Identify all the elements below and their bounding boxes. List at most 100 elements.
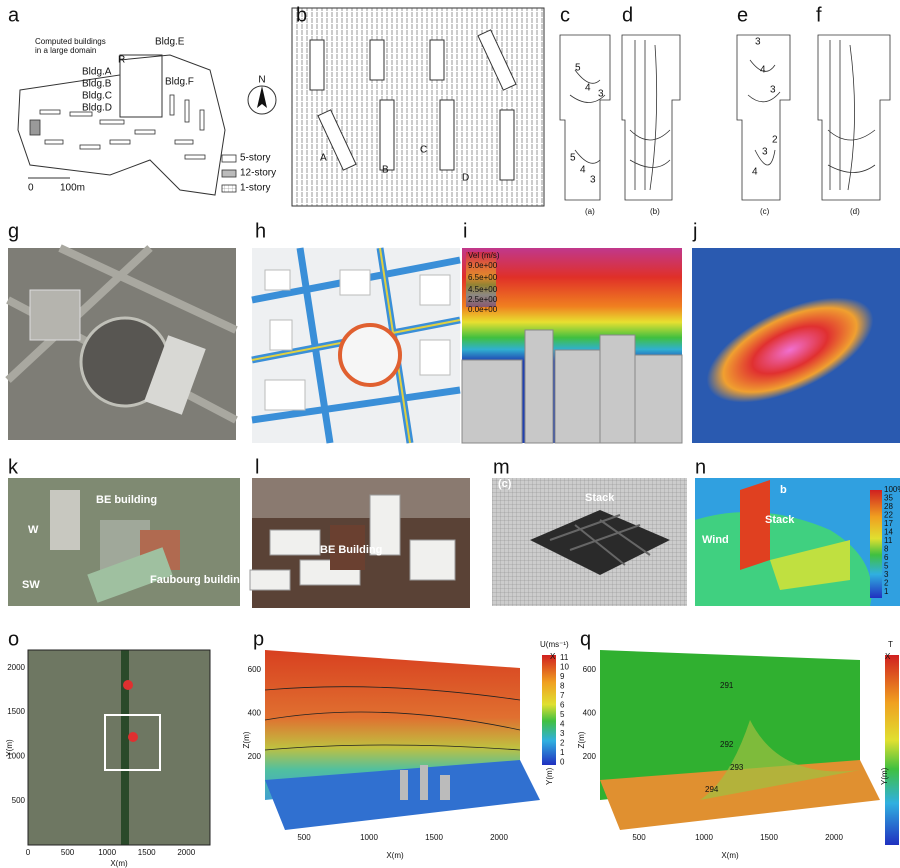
isotherm-label: 294 (705, 785, 719, 794)
panel-text: (c) (498, 478, 512, 490)
panel-letter: k (8, 456, 19, 478)
axis-icon: X (550, 652, 556, 661)
colorbar-label: 2 (884, 579, 889, 588)
colorbar-label: 14 (884, 528, 893, 537)
panel-letter: f (816, 4, 822, 26)
colorbar-title: T (888, 640, 893, 649)
x-tick-label: 1000 (695, 833, 713, 842)
panel-text: 2.5e+00 (468, 295, 498, 304)
panel-text: R (118, 55, 125, 66)
colorbar-label: 5 (884, 562, 889, 571)
panel-text: Bldg.C (82, 91, 112, 102)
z-tick-label: 400 (248, 708, 262, 717)
x-tick-label: 500 (61, 848, 75, 857)
y-tick-label: 500 (12, 796, 26, 805)
panel-text: 3 (598, 89, 604, 100)
x-tick-label: 1500 (760, 833, 778, 842)
x-tick-label: 2000 (177, 848, 195, 857)
panel-text: 4.5e+00 (468, 285, 498, 294)
panel-text: (d) (850, 207, 860, 216)
panel-text: BE building (96, 494, 157, 506)
panel-letter: i (463, 220, 467, 242)
colorbar-label: 28 (884, 502, 893, 511)
x-tick-label: 2000 (825, 833, 843, 842)
x-axis-label: X(m) (721, 851, 739, 860)
z-tick-label: 200 (583, 752, 597, 761)
panel-letter: q (580, 628, 591, 650)
panel-text: C (420, 145, 427, 156)
panel-text: SW (22, 579, 40, 591)
panel-text: (a) (585, 207, 595, 216)
colorbar-label: 1 (884, 587, 889, 596)
panel-text: D (462, 173, 469, 184)
panel-text: Bldg.A (82, 67, 112, 78)
panel-text: 5 (575, 63, 581, 74)
colorbar-label: 3 (884, 570, 889, 579)
panel-text: 5-story (240, 153, 271, 164)
x-tick-label: 1000 (98, 848, 116, 857)
colorbar-label: 1 (560, 748, 565, 757)
colorbar-label: 100% (884, 485, 900, 494)
panel-letter: m (493, 456, 510, 478)
panel-text: A (320, 153, 327, 164)
panel-text: 4 (580, 165, 586, 176)
panel-letter: e (737, 4, 748, 26)
colorbar-label: 8 (560, 682, 565, 691)
panel-text: B (382, 165, 389, 176)
panel-text: BE Building (320, 544, 382, 556)
panel-letter: n (695, 456, 706, 478)
colorbar-label: 6 (884, 553, 889, 562)
panel-text: 1-story (240, 183, 271, 194)
panel-graphics (5, 7, 900, 846)
y-axis-label: Y(m) (5, 739, 14, 757)
panel-text: Stack (765, 514, 795, 526)
panel-letter: a (8, 4, 20, 26)
panel-letter: l (255, 456, 259, 478)
panel-letter: b (296, 4, 307, 26)
colorbar-title: U(ms⁻¹) (540, 640, 569, 649)
panel-text: (c) (760, 207, 770, 216)
panel-text: 100m (60, 183, 85, 194)
panel-text: Wind (702, 534, 729, 546)
panel-text: (b) (650, 207, 660, 216)
panel-letter: o (8, 628, 19, 650)
panel-letter: h (255, 220, 266, 242)
x-tick-label: 1500 (138, 848, 156, 857)
axis-icon: X (885, 652, 891, 661)
panel-text: 2 (772, 135, 778, 146)
isotherm-label: 291 (720, 681, 734, 690)
panel-text: Computed buildings (35, 37, 106, 46)
colorbar-label: 0 (560, 758, 565, 767)
colorbar-label: 8 (884, 545, 889, 554)
z-axis-label: Z(m) (577, 731, 586, 748)
panel-text: Bldg.D (82, 103, 112, 114)
panel-text: 3 (770, 85, 776, 96)
y-axis-label: Y(m) (545, 767, 554, 785)
colorbar-label: 11 (884, 536, 893, 545)
isotherm-label: 292 (720, 740, 734, 749)
panel-text: Bldg.F (165, 77, 194, 88)
panel-letter: g (8, 220, 19, 242)
panel-text: 5 (570, 153, 576, 164)
x-tick-label: 500 (632, 833, 646, 842)
panel-text: Faubourg building (150, 574, 247, 586)
panel-text: 3 (755, 37, 761, 48)
panel-text: Bldg.B (82, 79, 112, 90)
panel-text: 9.0e+00 (468, 261, 498, 270)
colorbar-label: 11 (560, 653, 569, 662)
panel-letter: d (622, 4, 633, 26)
panel-letter: j (692, 220, 697, 242)
panel-letter: p (253, 628, 264, 650)
colorbar-label: 3 (560, 729, 565, 738)
x-tick-label: 2000 (490, 833, 508, 842)
panel-text: 4 (760, 65, 766, 76)
panel-letter: c (560, 4, 570, 26)
y-tick-label: 1500 (7, 707, 25, 716)
colorbar-label: 17 (884, 519, 893, 528)
z-axis-label: Z(m) (242, 731, 251, 748)
panel-text: 4 (585, 83, 591, 94)
colorbar-label: 2 (560, 739, 565, 748)
colorbar-label: 35 (884, 494, 893, 503)
